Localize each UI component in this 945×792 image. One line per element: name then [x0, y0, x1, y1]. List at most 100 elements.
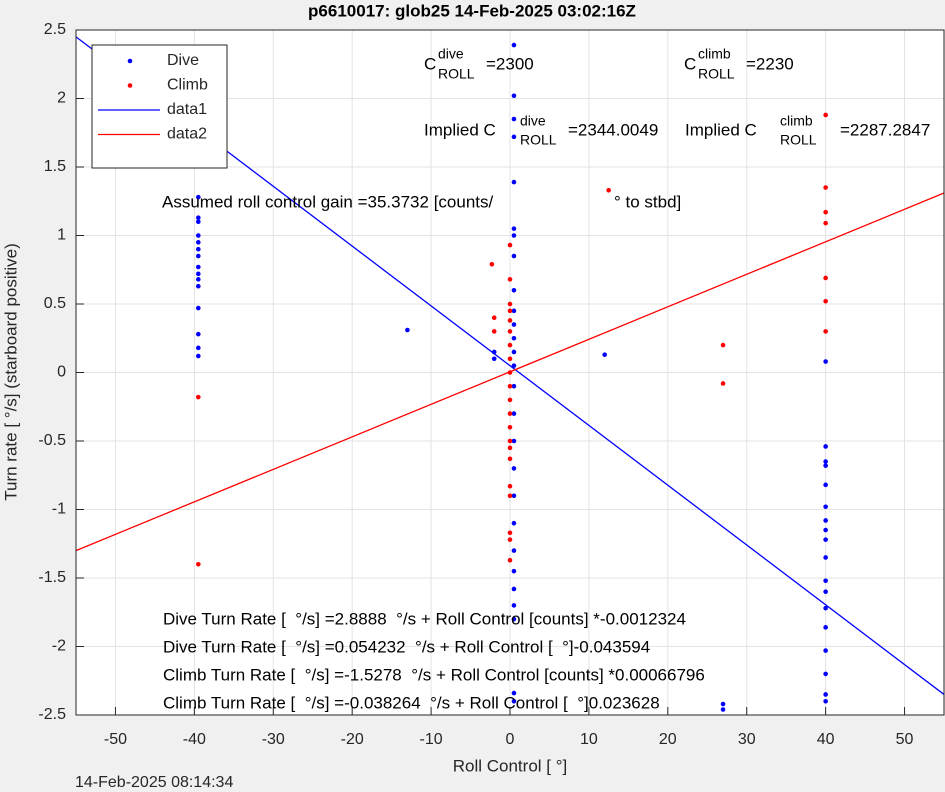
point	[511, 466, 517, 471]
point	[720, 342, 726, 348]
point	[823, 504, 828, 510]
const-value: =2300	[486, 54, 534, 73]
legend-label: Climb	[167, 77, 208, 94]
point	[507, 301, 513, 307]
point	[196, 283, 201, 289]
const-base: Implied C	[424, 120, 496, 139]
point	[489, 261, 495, 267]
x-tick-label: -40	[183, 731, 206, 748]
point	[823, 185, 828, 190]
point	[196, 219, 201, 225]
point	[823, 671, 828, 677]
point	[511, 568, 517, 574]
point	[511, 411, 517, 416]
point	[507, 438, 513, 444]
point	[511, 134, 517, 140]
point	[511, 363, 517, 368]
point	[823, 444, 828, 449]
const-sub: ROLL	[698, 66, 735, 82]
point	[507, 329, 513, 334]
y-tick-label: 0	[57, 364, 66, 381]
point	[507, 308, 513, 314]
point	[823, 275, 828, 281]
point	[823, 359, 828, 364]
point	[823, 699, 828, 704]
legend-label: Dive	[167, 52, 199, 69]
point	[491, 329, 497, 334]
fit-text: Climb Turn Rate [ °/s] =-1.5278 °/s + Ro…	[163, 665, 705, 684]
point	[507, 456, 513, 462]
point	[511, 179, 517, 185]
y-tick-label: 2	[57, 90, 66, 107]
point	[511, 699, 517, 704]
const-base: Implied C	[685, 120, 757, 139]
point	[196, 331, 201, 337]
point	[511, 233, 517, 238]
point	[196, 246, 201, 252]
point	[511, 288, 517, 293]
point	[720, 381, 726, 386]
point	[511, 226, 517, 231]
legend-marker	[127, 58, 133, 64]
legend-marker	[127, 83, 133, 88]
y-tick-label: -0.5	[38, 432, 66, 449]
const-value: =2344.0049	[568, 120, 658, 139]
y-tick-label: -2	[52, 638, 66, 655]
x-tick-label: 50	[896, 731, 914, 748]
point	[511, 548, 517, 553]
point	[405, 327, 410, 333]
point	[511, 308, 517, 314]
point	[196, 264, 201, 270]
point	[720, 701, 726, 707]
const-sub: ROLL	[780, 132, 817, 148]
y-tick-label: 0.5	[44, 295, 66, 312]
point	[823, 648, 828, 653]
const-value: =2287.2847	[840, 120, 930, 139]
point	[511, 493, 517, 499]
point	[507, 557, 513, 563]
point	[823, 463, 828, 468]
point	[511, 586, 517, 592]
const-base: C	[424, 54, 436, 73]
y-tick-label: -2.5	[38, 706, 66, 723]
const-sub: ROLL	[520, 132, 557, 148]
point	[507, 493, 513, 499]
legend-label: data1	[167, 101, 207, 118]
point	[196, 194, 201, 200]
point	[823, 518, 828, 523]
x-tick-label: 0	[506, 731, 515, 748]
point	[511, 93, 517, 99]
y-tick-label: -1.5	[38, 569, 66, 586]
const-sup: climb	[698, 46, 731, 62]
point	[507, 483, 513, 489]
y-tick-label: -1	[52, 501, 66, 518]
fit-text: Dive Turn Rate [ °/s] =0.054232 °/s + Ro…	[163, 637, 650, 656]
legend-label: data2	[167, 126, 207, 143]
point	[196, 277, 201, 282]
point	[511, 349, 517, 355]
point	[196, 394, 201, 400]
const-sup: dive	[520, 113, 546, 129]
point	[823, 459, 828, 464]
point	[823, 537, 828, 542]
point	[823, 625, 828, 630]
point	[511, 253, 517, 259]
point	[823, 482, 828, 488]
point	[196, 215, 201, 220]
y-axis-label: Turn rate [ °/s] (starboard positive)	[1, 243, 20, 500]
point	[602, 352, 607, 357]
point	[720, 707, 726, 712]
y-tick-label: 1.5	[44, 158, 66, 175]
point	[606, 187, 611, 193]
point	[823, 527, 828, 533]
footer: 14-Feb-2025 08:14:34	[75, 774, 233, 791]
point	[507, 445, 513, 451]
const-value: =2230	[746, 54, 794, 73]
x-tick-label: 40	[817, 731, 835, 748]
x-axis-label: Roll Control [ °]	[453, 756, 568, 775]
point	[823, 209, 828, 215]
point	[196, 253, 201, 259]
point	[196, 233, 201, 238]
point	[196, 353, 201, 359]
